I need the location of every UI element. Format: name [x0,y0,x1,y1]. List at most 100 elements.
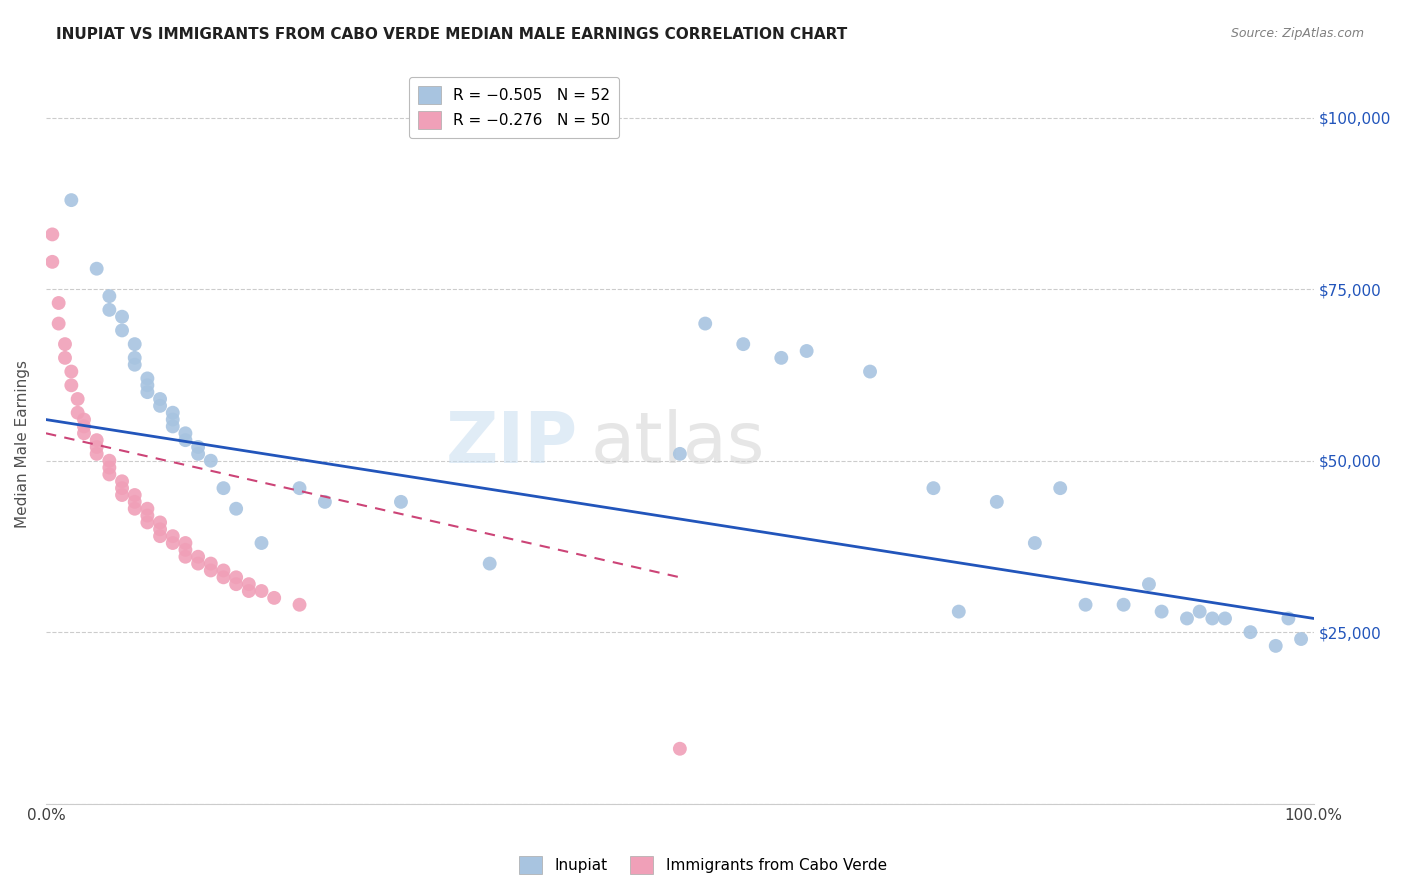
Point [212,481,235,495]
Point [124,488,146,502]
Point [73,426,96,441]
Point [225,570,247,584]
Point [1137,577,1160,591]
Point [200,564,222,578]
Point [250,536,273,550]
Text: atlas: atlas [591,409,765,478]
Point [149,399,172,413]
Point [225,501,247,516]
Point [187,549,209,564]
Point [48,296,70,310]
Point [53,351,76,365]
Point [136,378,159,392]
Point [174,536,197,550]
Point [124,351,146,365]
Point [1213,611,1236,625]
Point [162,536,184,550]
Point [1201,611,1223,625]
Point [66,406,89,420]
Point [53,337,76,351]
Point [41,227,63,242]
Point [162,412,184,426]
Point [770,351,793,365]
Point [212,570,235,584]
Point [288,598,311,612]
Point [250,584,273,599]
Point [669,741,692,756]
Point [149,392,172,406]
Point [212,564,235,578]
Text: INUPIAT VS IMMIGRANTS FROM CABO VERDE MEDIAN MALE EARNINGS CORRELATION CHART: INUPIAT VS IMMIGRANTS FROM CABO VERDE ME… [56,27,848,42]
Point [238,577,260,591]
Point [86,447,108,461]
Point [174,433,197,447]
Point [111,323,134,337]
Point [1239,625,1261,640]
Point [162,529,184,543]
Point [263,591,285,605]
Point [200,557,222,571]
Point [98,460,121,475]
Point [162,406,184,420]
Point [136,501,159,516]
Point [948,605,970,619]
Point [174,549,197,564]
Point [111,481,134,495]
Point [733,337,755,351]
Point [149,516,172,530]
Point [136,385,159,400]
Point [86,433,108,447]
Point [136,371,159,385]
Point [669,447,692,461]
Point [1024,536,1046,550]
Point [986,495,1008,509]
Point [1175,611,1198,625]
Point [288,481,311,495]
Point [98,454,121,468]
Point [162,419,184,434]
Point [314,495,336,509]
Point [1277,611,1299,625]
Point [86,261,108,276]
Point [225,577,247,591]
Point [478,557,501,571]
Point [187,440,209,454]
Point [111,310,134,324]
Point [695,317,717,331]
Point [1112,598,1135,612]
Point [922,481,945,495]
Point [60,193,83,207]
Text: ZIP: ZIP [446,409,578,478]
Legend: R = −0.505   N = 52, R = −0.276   N = 50: R = −0.505 N = 52, R = −0.276 N = 50 [409,77,619,138]
Point [124,337,146,351]
Point [98,302,121,317]
Point [1264,639,1286,653]
Point [200,454,222,468]
Point [73,419,96,434]
Point [98,467,121,482]
Point [1150,605,1173,619]
Point [41,255,63,269]
Point [111,488,134,502]
Point [174,542,197,557]
Point [124,358,146,372]
Point [66,392,89,406]
Point [149,529,172,543]
Y-axis label: Median Male Earnings: Median Male Earnings [15,359,30,527]
Point [1074,598,1097,612]
Legend: Inupiat, Immigrants from Cabo Verde: Inupiat, Immigrants from Cabo Verde [513,850,893,880]
Point [73,412,96,426]
Point [124,495,146,509]
Point [60,378,83,392]
Point [111,475,134,489]
Point [136,516,159,530]
Point [48,317,70,331]
Point [238,584,260,599]
Point [389,495,412,509]
Point [124,501,146,516]
Point [187,557,209,571]
Point [136,508,159,523]
Point [1289,632,1312,646]
Point [98,289,121,303]
Text: Source: ZipAtlas.com: Source: ZipAtlas.com [1230,27,1364,40]
